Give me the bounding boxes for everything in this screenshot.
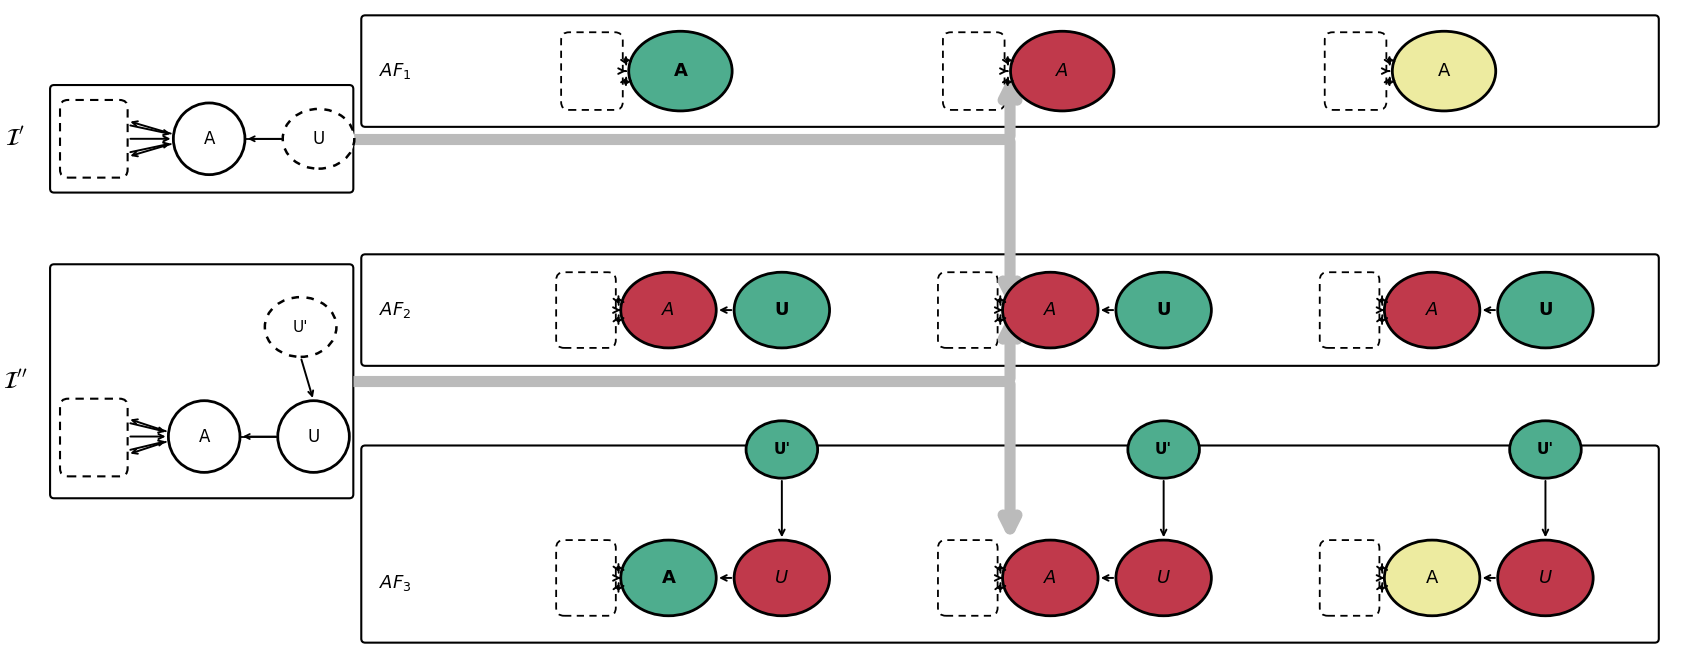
FancyBboxPatch shape xyxy=(557,540,616,616)
Ellipse shape xyxy=(1129,421,1200,478)
Ellipse shape xyxy=(1393,31,1496,111)
Text: $\mathcal{I}'$: $\mathcal{I}'$ xyxy=(5,127,25,151)
FancyBboxPatch shape xyxy=(557,272,616,348)
FancyBboxPatch shape xyxy=(362,445,1658,643)
Ellipse shape xyxy=(734,540,829,616)
Text: A: A xyxy=(1426,301,1438,319)
FancyBboxPatch shape xyxy=(1325,32,1386,110)
Text: U: U xyxy=(1157,569,1171,587)
Text: U: U xyxy=(775,569,788,587)
FancyBboxPatch shape xyxy=(1320,272,1379,348)
Text: A: A xyxy=(662,301,675,319)
Ellipse shape xyxy=(629,31,733,111)
Text: $AF_3$: $AF_3$ xyxy=(379,573,411,593)
FancyBboxPatch shape xyxy=(51,85,354,192)
Text: A: A xyxy=(203,129,215,148)
Ellipse shape xyxy=(621,540,716,616)
Ellipse shape xyxy=(1384,540,1480,616)
Text: A: A xyxy=(1044,301,1056,319)
Text: U: U xyxy=(313,129,325,148)
Text: U': U' xyxy=(293,320,308,334)
Text: U: U xyxy=(1156,301,1171,319)
Text: U: U xyxy=(1540,569,1552,587)
Text: $AF_2$: $AF_2$ xyxy=(379,300,411,320)
Text: $\mathcal{I}''$: $\mathcal{I}''$ xyxy=(3,370,27,393)
Ellipse shape xyxy=(1010,31,1113,111)
FancyBboxPatch shape xyxy=(562,32,623,110)
Ellipse shape xyxy=(283,109,354,169)
Text: A: A xyxy=(1426,569,1438,587)
FancyBboxPatch shape xyxy=(362,254,1658,366)
FancyBboxPatch shape xyxy=(937,272,998,348)
Ellipse shape xyxy=(266,297,337,357)
FancyBboxPatch shape xyxy=(362,15,1658,127)
Ellipse shape xyxy=(277,401,349,472)
Ellipse shape xyxy=(1003,272,1098,348)
Text: A: A xyxy=(1044,569,1056,587)
FancyBboxPatch shape xyxy=(937,540,998,616)
Text: $AF_1$: $AF_1$ xyxy=(379,61,411,81)
Text: U': U' xyxy=(773,442,790,457)
Text: A: A xyxy=(662,569,675,587)
Ellipse shape xyxy=(621,272,716,348)
Ellipse shape xyxy=(1003,540,1098,616)
Text: A: A xyxy=(1438,62,1450,80)
Text: U: U xyxy=(308,428,320,445)
FancyBboxPatch shape xyxy=(1320,540,1379,616)
Ellipse shape xyxy=(1509,421,1582,478)
Ellipse shape xyxy=(1384,272,1480,348)
Text: A: A xyxy=(1056,62,1068,80)
Ellipse shape xyxy=(173,103,245,175)
FancyBboxPatch shape xyxy=(51,264,354,498)
Text: U': U' xyxy=(1536,442,1553,457)
Text: U: U xyxy=(1538,301,1553,319)
Ellipse shape xyxy=(1497,272,1594,348)
Ellipse shape xyxy=(1117,272,1211,348)
Text: U': U' xyxy=(1156,442,1173,457)
Text: A: A xyxy=(673,62,687,80)
FancyBboxPatch shape xyxy=(59,399,127,476)
Ellipse shape xyxy=(1117,540,1211,616)
Ellipse shape xyxy=(169,401,240,472)
Ellipse shape xyxy=(1497,540,1594,616)
Text: U: U xyxy=(775,301,788,319)
Ellipse shape xyxy=(734,272,829,348)
FancyBboxPatch shape xyxy=(942,32,1005,110)
Text: A: A xyxy=(198,428,210,445)
Ellipse shape xyxy=(746,421,817,478)
FancyBboxPatch shape xyxy=(59,100,127,178)
